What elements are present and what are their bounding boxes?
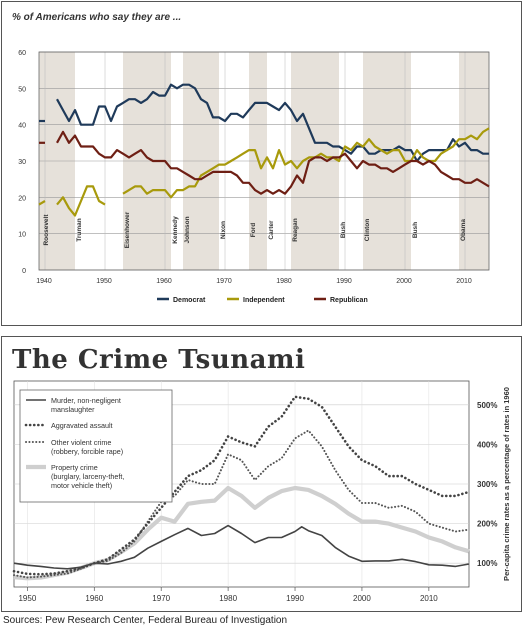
y-tick-label: 10 [18, 232, 26, 239]
y-tick-label: 300% [477, 480, 497, 489]
crime-tsunami-chart: 1950 1960 1970 1980 1990 2000 2010 100% 200% 300%… [12, 380, 511, 603]
party-identification-chart: 0 10 20 30 40 50 60 1940 1950 1960 1970 1980 1990 200… [18, 50, 490, 304]
chart2-title: The Crime Tsunami [12, 345, 306, 375]
series-line-aggravated-assault [12, 395, 471, 576]
legend-label-democrat: Democrat [173, 297, 206, 304]
plot-frame [38, 51, 490, 271]
president-label-ford: Ford [250, 223, 257, 237]
y-tick-label: 0 [22, 268, 26, 275]
y-axis-label: Per-capita crime rates as a percentage o… [502, 387, 511, 581]
x-tick-label: 2000 [396, 278, 412, 285]
series-line-democrat [56, 83, 489, 163]
president-label-truman: Truman [76, 218, 83, 242]
president-label-bush: Bush [340, 222, 347, 238]
sources-footer: Sources: Pew Research Center, Federal Bu… [3, 615, 288, 626]
president-label-kennedy: Kennedy [172, 216, 179, 244]
legend-label-independent: Independent [243, 297, 285, 304]
y-tick-label: 30 [18, 159, 26, 166]
x-tick-label: 1940 [36, 278, 52, 285]
series-line-independent [38, 200, 46, 206]
y-tick-label: 500% [477, 401, 497, 410]
x-tick-label: 1980 [276, 278, 292, 285]
crime-tsunami-chart-panel: The Crime Tsunami 1950 1960 1970 1980 1990 20… [1, 336, 522, 612]
legend-label-property-crime: Property crime (burglary, larceny-theft, m… [51, 463, 124, 490]
x-tick-label: 1990 [336, 278, 352, 285]
x-tick-label: 1980 [219, 594, 237, 603]
y-tick-label: 200% [477, 520, 497, 529]
x-tick-label: 1960 [156, 278, 172, 285]
legend-label-murder-non-negligent-manslaughter: Murder, non-negligent manslaughter [51, 396, 121, 414]
president-label-obama: Obama [460, 219, 467, 241]
y-tick-label: 400% [477, 440, 497, 449]
x-tick-label: 2010 [420, 594, 438, 603]
x-tick-label: 1960 [85, 594, 103, 603]
president-label-carter: Carter [268, 220, 275, 240]
x-tick-label: 2010 [456, 278, 472, 285]
x-tick-label: 1950 [18, 594, 36, 603]
legend-label-other-violent-crime: Other violent crime (robbery, forcible ra… [51, 438, 123, 456]
legend-label-republican: Republican [330, 297, 368, 304]
x-tick-label: 1990 [286, 594, 304, 603]
president-label-nixon: Nixon [220, 221, 227, 239]
president-label-clinton: Clinton [364, 219, 371, 241]
x-tick-label: 1970 [152, 594, 170, 603]
chart1-title: % of Americans who say they are ... [12, 12, 182, 23]
party-identification-chart-panel: % of Americans who say they are ... 0 10 2… [1, 1, 522, 326]
y-tick-label: 40 [18, 123, 26, 130]
legend-box [19, 389, 173, 503]
x-tick-label: 2000 [353, 594, 371, 603]
x-tick-label: 1970 [216, 278, 232, 285]
president-label-eisenhower: Eisenhower [124, 211, 131, 248]
x-tick-label: 1950 [96, 278, 112, 285]
president-label-roosevelt: Roosevelt [43, 214, 50, 246]
president-label-johnson: Johnson [184, 216, 191, 243]
president-label-reagan: Reagan [292, 218, 299, 242]
series-line-republican [56, 130, 490, 195]
series-line-independent [56, 185, 106, 217]
legend-label-aggravated-assault: Aggravated assault [51, 421, 113, 430]
y-tick-label: 20 [18, 195, 26, 202]
y-tick-label: 60 [18, 50, 26, 57]
series-line-murder-non-negligent-manslaughter [13, 524, 470, 570]
y-tick-label: 50 [18, 86, 26, 93]
y-tick-label: 100% [477, 559, 497, 568]
president-label-bush: Bush [412, 222, 419, 238]
